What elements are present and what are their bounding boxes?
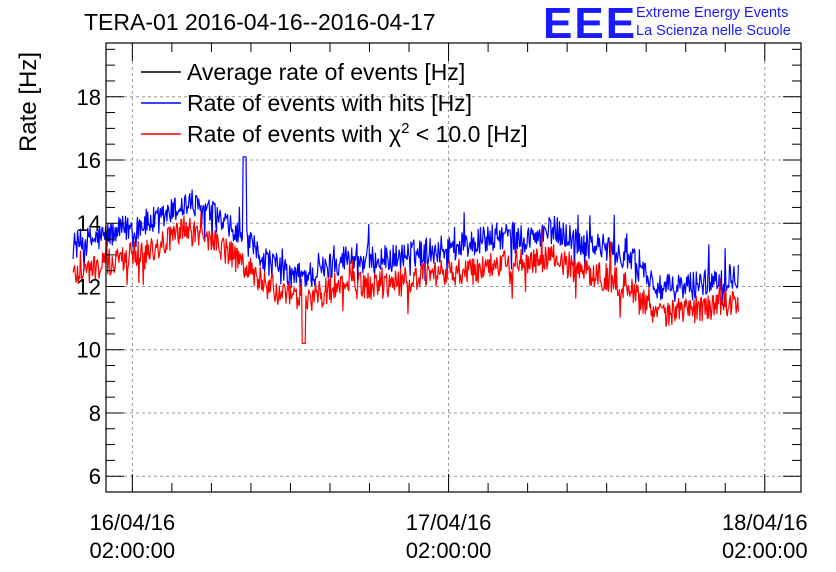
x-tick-label-time: 02:00:00: [722, 538, 808, 563]
eee-logo-text: Extreme Energy Events La Scienza nelle S…: [636, 4, 791, 40]
x-tick-label-time: 02:00:00: [90, 538, 176, 563]
series-chi2: [72, 212, 740, 344]
legend: Average rate of events [Hz] Rate of event…: [141, 59, 528, 147]
y-tick-label: 6: [89, 464, 101, 489]
y-tick-label: 14: [77, 211, 101, 236]
y-tick-label: 10: [77, 338, 101, 363]
series-line-hits: [72, 156, 740, 306]
x-tick-label-date: 18/04/16: [722, 510, 808, 535]
eee-logo: EEE: [543, 0, 638, 48]
x-tick-label-date: 16/04/16: [90, 510, 176, 535]
y-tick-label: 12: [77, 274, 101, 299]
plot-frame: [105, 42, 802, 493]
logo-line-1: Extreme Energy Events: [636, 5, 789, 21]
legend-label-hits: Rate of events with hits [Hz]: [187, 90, 472, 116]
y-tick-label: 16: [77, 148, 101, 173]
series-hits: [72, 156, 740, 306]
y-tick-label: 18: [77, 85, 101, 110]
series-line-chi2: [72, 212, 740, 344]
x-tick-label-time: 02:00:00: [406, 538, 492, 563]
ticks: 6 8 10 12 14 16 18 16/04/16 02:00:00 17/04/16 02:0…: [77, 43, 808, 563]
legend-label-average: Average rate of events [Hz]: [187, 59, 465, 85]
chart-title: TERA-01 2016-04-16--2016-04-17: [84, 9, 436, 35]
legend-label-chi2: Rate of events with χ2 < 10.0 [Hz]: [187, 120, 528, 147]
x-tick-label-date: 17/04/16: [406, 510, 492, 535]
logo-line-2: La Scienza nelle Scuole: [636, 23, 791, 39]
axes: [105, 42, 802, 493]
y-tick-label: 8: [89, 401, 101, 426]
